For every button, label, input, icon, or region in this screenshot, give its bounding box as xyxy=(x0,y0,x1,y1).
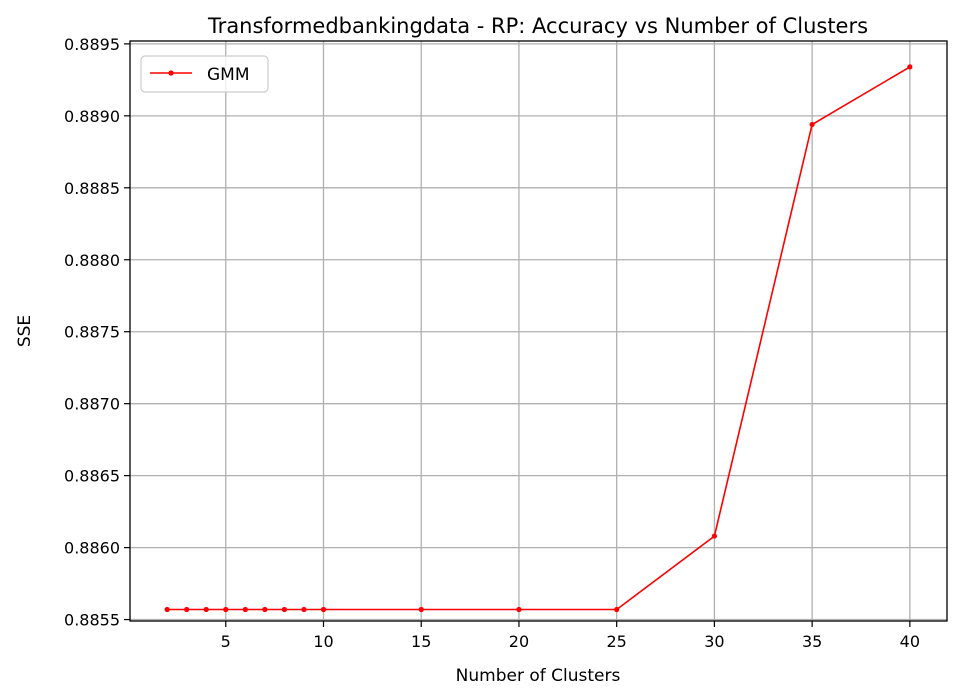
chart-title: Transformedbankingdata - RP: Accuracy vs… xyxy=(207,14,868,38)
legend: GMM xyxy=(140,55,269,93)
y-tick-label: 0.8870 xyxy=(64,395,120,414)
grid xyxy=(130,41,947,621)
x-tick-label: 5 xyxy=(221,632,231,651)
data-point xyxy=(809,121,815,128)
y-tick-label: 0.8895 xyxy=(64,35,120,54)
data-point xyxy=(223,606,229,613)
y-tick-label: 0.8860 xyxy=(64,539,120,558)
y-tick-label: 0.8865 xyxy=(64,467,120,486)
data-point xyxy=(711,533,718,539)
data-point xyxy=(242,606,248,613)
y-tick-label: 0.8855 xyxy=(64,611,120,630)
x-tick-label: 25 xyxy=(607,632,627,651)
y-tick-label: 0.8890 xyxy=(64,107,120,126)
data-point xyxy=(516,606,522,613)
legend-box xyxy=(140,55,269,93)
series-layer xyxy=(164,64,913,613)
legend-marker-gmm xyxy=(168,70,174,76)
x-tick-label: 20 xyxy=(509,632,529,651)
y-axis-label: SSE xyxy=(15,315,35,347)
x-tick-label: 10 xyxy=(313,632,333,651)
data-point xyxy=(164,606,170,613)
data-point xyxy=(281,606,288,613)
data-point xyxy=(320,606,327,613)
data-point xyxy=(907,64,913,70)
y-tick-label: 0.8885 xyxy=(64,179,120,198)
y-tick-label: 0.8880 xyxy=(64,251,120,270)
x-tick-label: 30 xyxy=(704,632,724,651)
x-tick-label: 40 xyxy=(900,632,920,651)
data-point xyxy=(262,606,268,613)
data-point xyxy=(203,606,209,613)
data-point xyxy=(418,606,424,613)
x-tick-label: 15 xyxy=(411,632,431,651)
axis-ticks: 5 10 15 20 25 30 35 40 0.8855 0.8860 0.8865 0.8870 0… xyxy=(64,35,920,651)
y-tick-label: 0.8875 xyxy=(64,323,120,342)
data-point xyxy=(301,606,307,613)
legend-label-gmm: GMM xyxy=(207,65,250,85)
data-point xyxy=(184,606,190,613)
x-axis-label: Number of Clusters xyxy=(456,666,621,686)
data-point xyxy=(614,606,620,613)
plot-frame xyxy=(129,40,948,622)
x-tick-label: 35 xyxy=(802,632,822,651)
